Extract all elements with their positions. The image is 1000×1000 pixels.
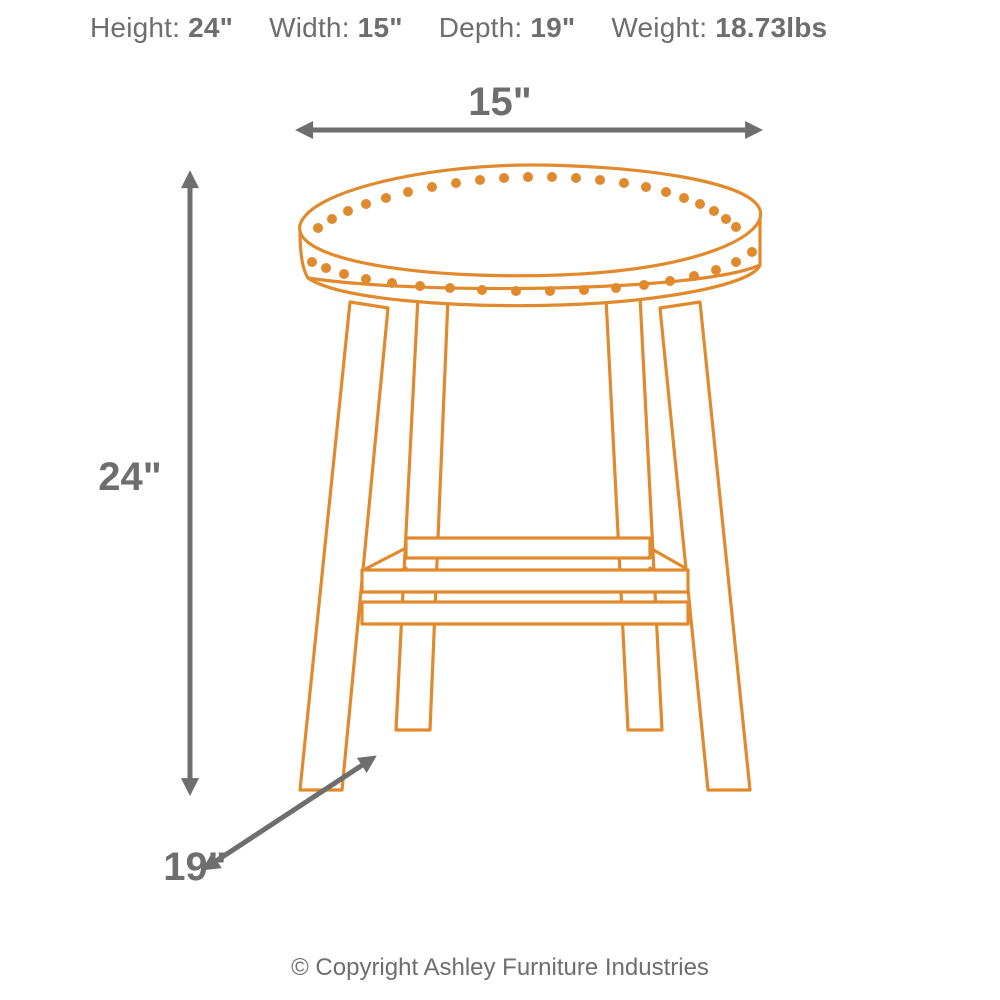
- copyright-text: © Copyright Ashley Furniture Industries: [0, 954, 1000, 982]
- spec-height-label: Height:: [90, 12, 180, 43]
- spec-width: Width: 15": [269, 12, 403, 44]
- stool-diagram: 15" 24" 19": [0, 70, 1000, 900]
- svg-text:15": 15": [468, 80, 531, 124]
- spec-depth-label: Depth:: [439, 12, 523, 43]
- spec-width-label: Width:: [269, 12, 350, 43]
- stool-svg: 15" 24" 19": [0, 70, 1000, 900]
- spec-height: Height: 24": [90, 12, 233, 44]
- spec-height-value: 24": [188, 12, 233, 43]
- spec-bar: Height: 24" Width: 15" Depth: 19" Weight…: [90, 12, 827, 44]
- spec-weight-value: 18.73lbs: [715, 12, 827, 43]
- spec-weight-label: Weight:: [611, 12, 707, 43]
- svg-text:24": 24": [98, 455, 161, 499]
- spec-depth: Depth: 19": [439, 12, 576, 44]
- spec-weight: Weight: 18.73lbs: [611, 12, 827, 44]
- diagram-container: Height: 24" Width: 15" Depth: 19" Weight…: [0, 0, 1000, 1000]
- spec-width-value: 15": [358, 12, 403, 43]
- spec-depth-value: 19": [530, 12, 575, 43]
- svg-text:19": 19": [163, 845, 226, 889]
